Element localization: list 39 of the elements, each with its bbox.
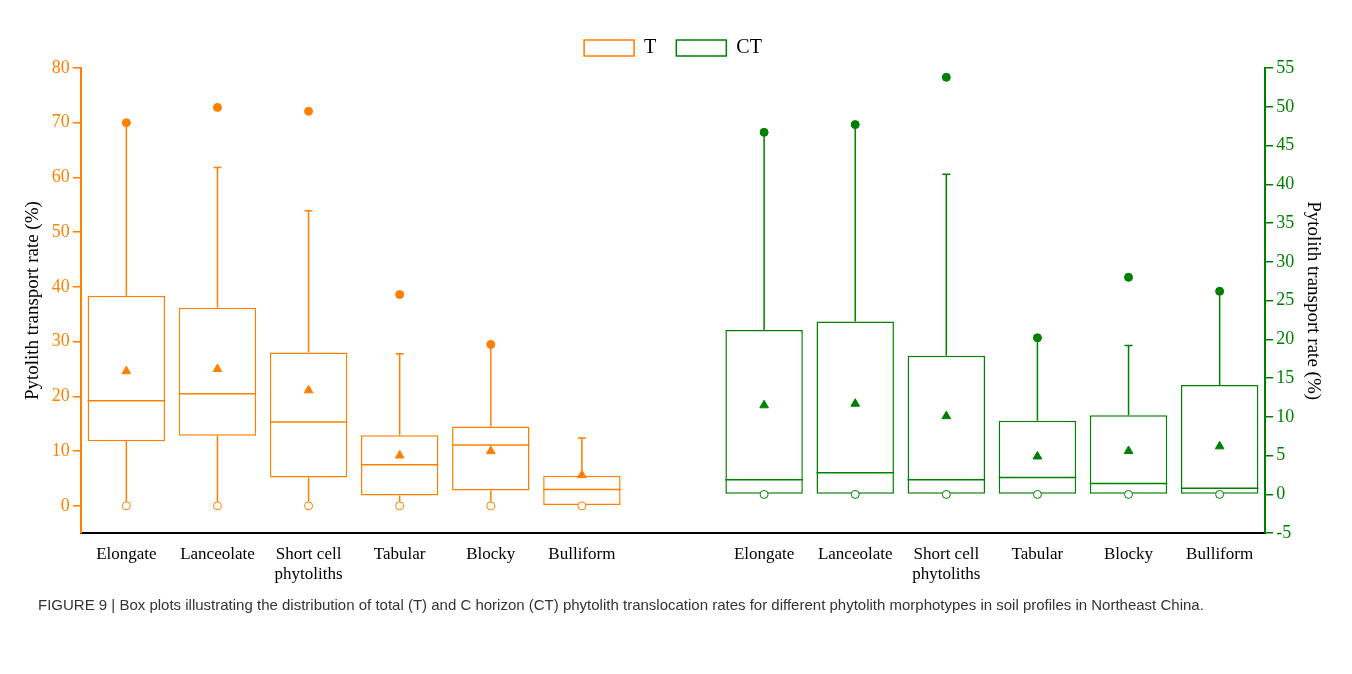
x-tick-label: Elongate <box>96 543 157 563</box>
y-tick-label: 30 <box>51 330 70 351</box>
y2-tick-label: 25 <box>1276 289 1295 310</box>
y-tick-label: 10 <box>51 439 70 460</box>
y2-tick-label: 15 <box>1276 366 1295 387</box>
y2-tick-label: 55 <box>1276 56 1295 77</box>
x-tick-label: Lanceolate <box>817 543 893 563</box>
x-tick-label: Blocky <box>1103 543 1154 563</box>
x-tick-label: Bulliform <box>1186 543 1254 563</box>
x-tick-label: Tabular <box>1011 543 1064 563</box>
y2-tick-label: 10 <box>1276 405 1295 426</box>
y2-tick-label: 45 <box>1276 134 1295 155</box>
x-tick-label: Short cell phytoliths <box>274 543 343 584</box>
y2-tick-label: 50 <box>1276 95 1295 116</box>
y2-axis-title: Pytolith transport rate (%) <box>1302 201 1325 401</box>
y-axis-title: Pytolith transport rate (%) <box>21 201 44 401</box>
y-tick-label: 40 <box>51 275 70 296</box>
y-tick-label: 70 <box>51 111 70 132</box>
y2-tick-label: 35 <box>1276 211 1295 232</box>
legend-label: T <box>644 35 657 58</box>
y2-tick-label: -5 <box>1276 521 1292 542</box>
y2-tick-label: 20 <box>1276 328 1295 349</box>
x-tick-label: Lanceolate <box>180 543 255 563</box>
y2-tick-label: 5 <box>1276 444 1286 465</box>
y2-tick-label: 30 <box>1276 250 1295 271</box>
caption: FIGURE 9 | Box plots illustrating the distribution of total (T) and C horizon (CT) phytolith translocation rates for different phytolith morphotypes in soil profiles in Northeast China. <box>38 596 1205 613</box>
x-tick-label: Short cell phytoliths <box>912 543 981 584</box>
y2-tick-label: 0 <box>1276 483 1286 504</box>
y-tick-label: 60 <box>51 166 70 187</box>
x-tick-label: Tabular <box>373 543 426 563</box>
y-tick-label: 20 <box>51 385 70 406</box>
x-tick-label: Elongate <box>733 543 795 563</box>
y-tick-label: 0 <box>60 494 70 515</box>
x-tick-label: Bulliform <box>548 543 616 563</box>
legend-label: CT <box>736 35 762 58</box>
y2-tick-label: 40 <box>1276 173 1295 194</box>
y-tick-label: 80 <box>51 56 70 77</box>
y-tick-label: 50 <box>51 220 70 241</box>
x-tick-label: Blocky <box>466 543 516 563</box>
